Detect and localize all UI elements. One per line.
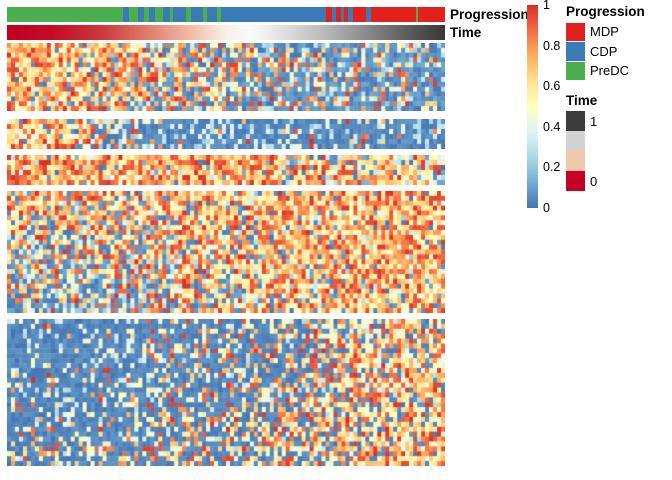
legend-item [566, 151, 597, 171]
progression-segment-cdp [340, 7, 345, 22]
colorbar-tick-0: 0 [543, 201, 550, 215]
progression-segment-cdp [365, 7, 372, 22]
progression-segment-predc [202, 7, 207, 22]
legend-item-0: 0 [566, 171, 597, 191]
legend-swatch [566, 22, 585, 41]
progression-segment-cdp [331, 7, 337, 22]
legend-item-cdp: CDP [566, 42, 645, 62]
progression-segment-predc [415, 7, 418, 22]
progression-segment-predc [155, 7, 164, 22]
legend-item [566, 131, 597, 151]
progression-segment-cdp [123, 7, 129, 22]
progression-segment-predc [128, 7, 139, 22]
heatmap-block-2 [7, 119, 445, 149]
legend-swatch [566, 151, 585, 171]
legend-item-label: 0 [590, 173, 598, 189]
heatmap-colorbar [527, 5, 538, 208]
legend-swatch [566, 111, 585, 131]
progression-segment-predc [217, 7, 222, 22]
progression-segment-cdp [221, 7, 327, 22]
time-annotation-bar [7, 25, 445, 40]
progression-segment-cdp [191, 7, 203, 22]
colorbar-tick-0.8: 0.8 [543, 38, 561, 53]
progression-segment-cdp [173, 7, 186, 22]
heatmap-block-1 [7, 43, 445, 111]
colorbar-tick-0.6: 0.6 [543, 79, 561, 94]
progression-segment-mdp [418, 7, 445, 22]
progression-segment-predc [143, 7, 150, 22]
progression-segment-cdp [149, 7, 156, 22]
progression-segment-predc [7, 7, 124, 22]
legend-item-mdp: MDP [566, 22, 645, 42]
progression-segment-mdp [336, 7, 341, 22]
progression-segment-cdp [163, 7, 170, 22]
progression-segment-predc [169, 7, 174, 22]
legend-item-1: 1 [566, 111, 597, 131]
legend-swatch [566, 42, 585, 61]
colorbar-tick-1: 1 [543, 0, 550, 12]
progression-segment-mdp [353, 7, 366, 22]
legend-item-label: MDP [590, 24, 619, 40]
heatmap-block-3 [7, 155, 445, 185]
legend-swatch [566, 171, 585, 191]
progression-segment-cdp [138, 7, 144, 22]
progression-annotation-label: Progression [450, 7, 529, 22]
time-annotation-label: Time [450, 25, 482, 40]
progression-legend-title: Progression [566, 4, 645, 19]
progression-segment-mdp [344, 7, 348, 22]
legend-item-predc: PreDC [566, 61, 645, 81]
colorbar-tick-0.4: 0.4 [543, 119, 561, 134]
legend-swatch [566, 131, 585, 151]
legend-item-label: CDP [590, 43, 618, 59]
progression-segment-cdp [206, 7, 218, 22]
legend-item-label: PreDC [590, 63, 630, 79]
progression-legend-items: MDP CDP PreDC [566, 22, 645, 81]
time-legend-title: Time [566, 93, 598, 108]
progression-segment-mdp [371, 7, 416, 22]
heatmap-block-4 [7, 191, 445, 313]
progression-legend: Progression MDP CDP PreDC [566, 4, 645, 81]
progression-segment-mdp [326, 7, 332, 22]
progression-segment-cdp [347, 7, 354, 22]
progression-segment-predc [185, 7, 192, 22]
progression-annotation-bar [7, 7, 445, 22]
legend-swatch [566, 61, 585, 80]
heatmap-block-5 [7, 319, 445, 466]
colorbar-tick-0.2: 0.2 [543, 160, 561, 175]
legend-item-label: 1 [590, 113, 598, 129]
colorbar-tick-labels: 1 0.8 0.6 0.4 0.2 0 [543, 0, 577, 215]
